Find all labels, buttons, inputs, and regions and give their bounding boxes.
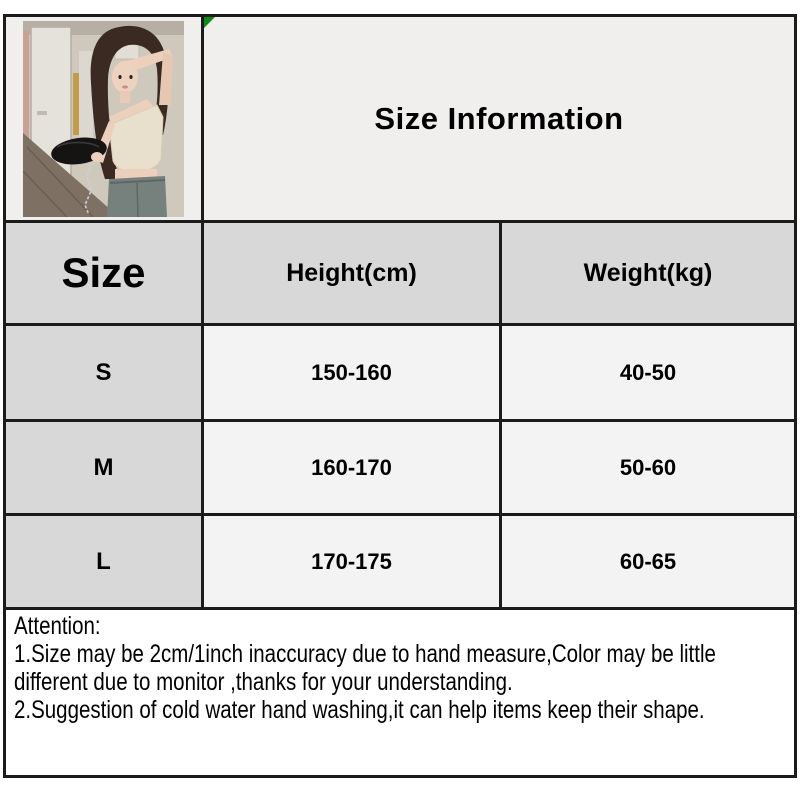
model-hair [90, 25, 169, 180]
row-m-height-value: 160-170 [204, 422, 499, 513]
bag-chain [84, 162, 92, 216]
green-corner-marker-icon [204, 17, 215, 28]
attention-note-line-1: 1.Size may be 2cm/1inch inaccuracy due t… [14, 640, 716, 668]
size-chart-table: Size Information Size Height(cm) Weight(… [3, 14, 797, 778]
header-size: Size [6, 223, 201, 323]
photo-door-handle [37, 111, 47, 115]
attention-note-line-2: different due to monitor ,thanks for you… [14, 668, 513, 696]
row-s-size-label: S [6, 326, 201, 419]
product-photo-cell [6, 17, 201, 220]
attention-section: Attention: 1.Size may be 2cm/1inch inacc… [6, 610, 794, 775]
row-m-size-label: M [6, 422, 201, 513]
model-upper-arm [159, 53, 173, 105]
title-cell: Size Information [204, 17, 794, 220]
header-weight: Weight(kg) [502, 223, 794, 323]
model-face [112, 61, 138, 93]
row-s-weight-value: 40-50 [502, 326, 794, 419]
row-l-size-label: L [6, 516, 201, 607]
row-m-weight-value: 50-60 [502, 422, 794, 513]
page-title: Size Information [374, 100, 624, 136]
header-height: Height(cm) [204, 223, 499, 323]
product-photo [23, 21, 184, 217]
photo-wall-panel [79, 51, 93, 151]
photo-left-edge [23, 31, 29, 217]
photo-gold-strip [73, 73, 79, 135]
model-raised-arm [127, 49, 173, 71]
row-l-height-value: 170-175 [204, 516, 499, 607]
attention-note-line-3: 2.Suggestion of cold water hand washing,… [14, 696, 705, 724]
attention-heading: Attention: [14, 612, 101, 640]
row-l-weight-value: 60-65 [502, 516, 794, 607]
row-s-height-value: 150-160 [204, 326, 499, 419]
model-neck [120, 91, 130, 103]
model-hand [91, 152, 103, 162]
